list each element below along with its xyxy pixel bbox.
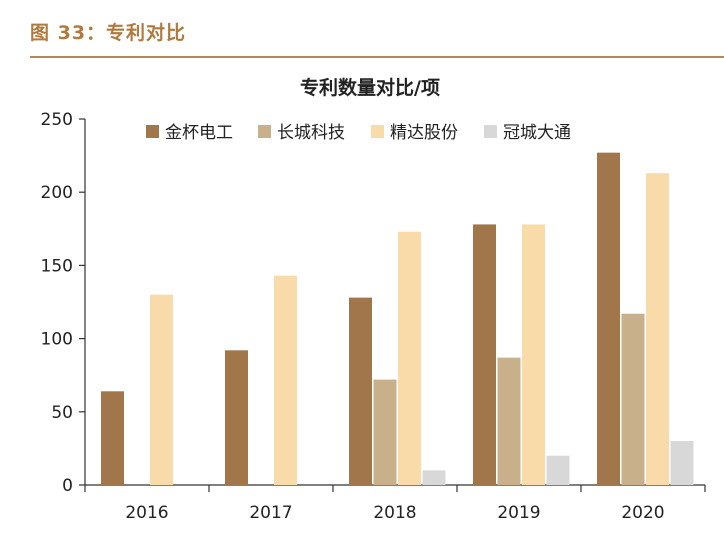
legend-swatch bbox=[146, 125, 159, 138]
bar-金杯电工-2016 bbox=[101, 391, 124, 485]
legend-swatch bbox=[371, 125, 384, 138]
x-tick-label: 2018 bbox=[373, 503, 416, 523]
bar-长城科技-2019 bbox=[497, 357, 521, 485]
plot-area: 0 50 100 150 200 250 2016 2017 2018 2019 2020 bbox=[41, 110, 706, 523]
y-tick-label: 100 bbox=[41, 330, 73, 350]
bar-精达股份-2017 bbox=[274, 275, 297, 485]
y-tick-label: 0 bbox=[62, 476, 73, 496]
bar-长城科技-2020 bbox=[621, 313, 645, 485]
x-tick-label: 2016 bbox=[125, 503, 168, 523]
legend: 金杯电工 长城科技 精达股份 冠城大通 bbox=[146, 123, 571, 143]
bar-金杯电工-2020 bbox=[597, 152, 620, 485]
x-tick-label: 2019 bbox=[497, 503, 540, 523]
legend-item: 精达股份 bbox=[371, 123, 458, 143]
legend-swatch bbox=[484, 125, 497, 138]
chart-title: 专利数量对比/项 bbox=[300, 76, 440, 99]
bar-冠城大通-2018 bbox=[422, 470, 446, 485]
figure-label: 图 33：专利对比 bbox=[30, 22, 187, 44]
legend-label: 冠城大通 bbox=[503, 123, 571, 143]
legend-item: 金杯电工 bbox=[146, 123, 233, 143]
x-tick-label: 2020 bbox=[621, 503, 664, 523]
header-divider bbox=[30, 56, 724, 58]
bar-冠城大通-2020 bbox=[670, 441, 694, 485]
y-tick-label: 50 bbox=[51, 403, 73, 423]
legend-swatch bbox=[258, 125, 271, 138]
bar-金杯电工-2017 bbox=[225, 350, 248, 485]
legend-label: 长城科技 bbox=[277, 123, 345, 143]
bar-精达股份-2019 bbox=[522, 224, 545, 485]
bar-长城科技-2018 bbox=[373, 379, 397, 485]
bar-精达股份-2018 bbox=[398, 231, 421, 485]
figure-header: 图 33：专利对比 bbox=[30, 18, 186, 48]
y-tick-label: 150 bbox=[41, 256, 73, 276]
bar-精达股份-2016 bbox=[150, 294, 173, 485]
legend-label: 精达股份 bbox=[390, 123, 458, 143]
bar-精达股份-2020 bbox=[646, 173, 669, 485]
legend-label: 金杯电工 bbox=[165, 123, 233, 143]
bar-金杯电工-2018 bbox=[349, 297, 372, 485]
bar-冠城大通-2019 bbox=[546, 455, 570, 485]
x-tick-label: 2017 bbox=[249, 503, 292, 523]
legend-item: 冠城大通 bbox=[484, 123, 571, 143]
legend-item: 长城科技 bbox=[258, 123, 345, 143]
y-tick-label: 200 bbox=[41, 183, 73, 203]
y-tick-label: 250 bbox=[41, 110, 73, 130]
bar-金杯电工-2019 bbox=[473, 224, 496, 485]
